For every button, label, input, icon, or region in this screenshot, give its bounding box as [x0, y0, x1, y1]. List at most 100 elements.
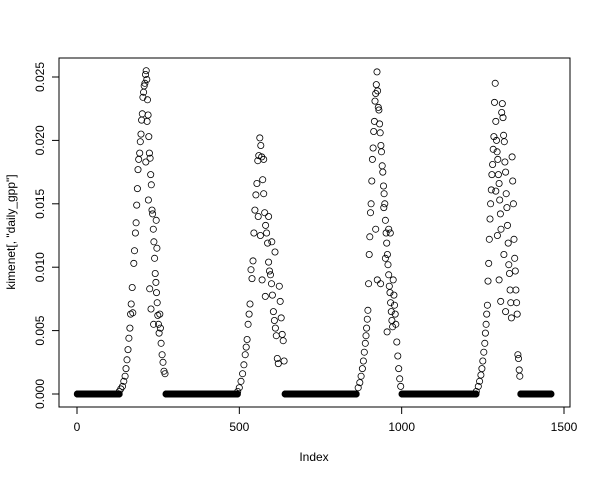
- data-point: [500, 131, 508, 139]
- data-point: [248, 275, 256, 283]
- data-point: [127, 300, 135, 308]
- data-point: [130, 247, 138, 255]
- data-point: [249, 257, 257, 265]
- data-point: [516, 372, 524, 380]
- data-point: [352, 390, 360, 398]
- data-point: [396, 375, 404, 383]
- data-point: [381, 254, 389, 262]
- data-point: [370, 127, 378, 135]
- data-point: [395, 365, 403, 373]
- data-point: [390, 301, 398, 309]
- data-point: [144, 196, 152, 204]
- data-point: [513, 299, 521, 307]
- data-point: [130, 259, 138, 267]
- data-point: [148, 206, 156, 214]
- data-point: [391, 310, 399, 318]
- data-point: [501, 158, 509, 166]
- data-point: [483, 301, 491, 309]
- data-point: [394, 352, 402, 360]
- data-point: [271, 248, 279, 256]
- data-point: [261, 292, 269, 300]
- data-point: [147, 181, 155, 189]
- data-point: [509, 177, 517, 185]
- data-points: [73, 67, 555, 398]
- data-point: [272, 332, 280, 340]
- data-point: [267, 280, 275, 288]
- data-point: [143, 117, 151, 125]
- data-point: [264, 239, 272, 247]
- data-point: [270, 316, 278, 324]
- data-point: [504, 239, 512, 247]
- y-tick-label: 0.005: [33, 315, 47, 345]
- data-point: [373, 68, 381, 76]
- data-point: [479, 357, 487, 365]
- data-point: [383, 239, 391, 247]
- data-point: [492, 187, 500, 195]
- data-point: [498, 109, 506, 117]
- data-point: [485, 235, 493, 243]
- data-point: [507, 314, 515, 322]
- data-point: [273, 354, 281, 362]
- data-point: [372, 81, 380, 89]
- data-point: [374, 103, 382, 111]
- data-point: [126, 324, 134, 332]
- data-point: [387, 308, 395, 316]
- data-point: [378, 162, 386, 170]
- data-point: [390, 291, 398, 299]
- data-point: [494, 155, 502, 163]
- x-axis: 0 500 1000 1500: [74, 406, 578, 434]
- data-point: [379, 168, 387, 176]
- data-point: [500, 138, 508, 146]
- data-point: [497, 225, 505, 233]
- data-point: [386, 289, 394, 297]
- data-point: [380, 204, 388, 212]
- data-point: [363, 315, 371, 323]
- data-point: [360, 348, 368, 356]
- data-point: [256, 134, 264, 142]
- data-point: [489, 145, 497, 153]
- data-point: [151, 269, 159, 277]
- data-point: [234, 387, 242, 395]
- data-point: [239, 370, 247, 378]
- data-point: [152, 289, 160, 297]
- data-point: [365, 280, 373, 288]
- data-point: [363, 324, 371, 332]
- data-point: [132, 219, 140, 227]
- data-point: [379, 182, 387, 190]
- data-point: [357, 372, 365, 380]
- y-axis-label: kimenet[, "daily_gpp"]: [4, 174, 18, 289]
- data-point: [478, 365, 486, 373]
- data-point: [368, 155, 376, 163]
- data-point: [486, 215, 494, 223]
- x-tick-label: 1000: [388, 420, 415, 434]
- data-point: [500, 250, 508, 258]
- data-point: [120, 377, 128, 385]
- data-point: [375, 106, 383, 114]
- data-point: [251, 206, 259, 214]
- data-point: [508, 153, 516, 161]
- data-point: [269, 308, 277, 316]
- data-point: [397, 382, 405, 390]
- data-point: [386, 229, 394, 237]
- data-point: [262, 221, 270, 229]
- data-point: [393, 338, 401, 346]
- data-point: [159, 358, 167, 366]
- data-point: [258, 276, 266, 284]
- data-point: [131, 229, 139, 237]
- data-point: [511, 254, 519, 262]
- x-tick-label: 500: [229, 420, 249, 434]
- data-point: [377, 280, 385, 288]
- data-point: [136, 149, 144, 157]
- data-point: [354, 384, 362, 392]
- data-point: [513, 310, 521, 318]
- y-axis: 0.000 0.005 0.010 0.015 0.020 0.025: [33, 62, 60, 409]
- data-point: [367, 200, 375, 208]
- data-point: [154, 311, 162, 319]
- data-point: [161, 370, 169, 378]
- data-point: [495, 179, 503, 187]
- data-point: [141, 79, 149, 87]
- data-point: [155, 329, 163, 337]
- data-point: [279, 337, 287, 345]
- data-point: [383, 250, 391, 258]
- data-point: [385, 225, 393, 233]
